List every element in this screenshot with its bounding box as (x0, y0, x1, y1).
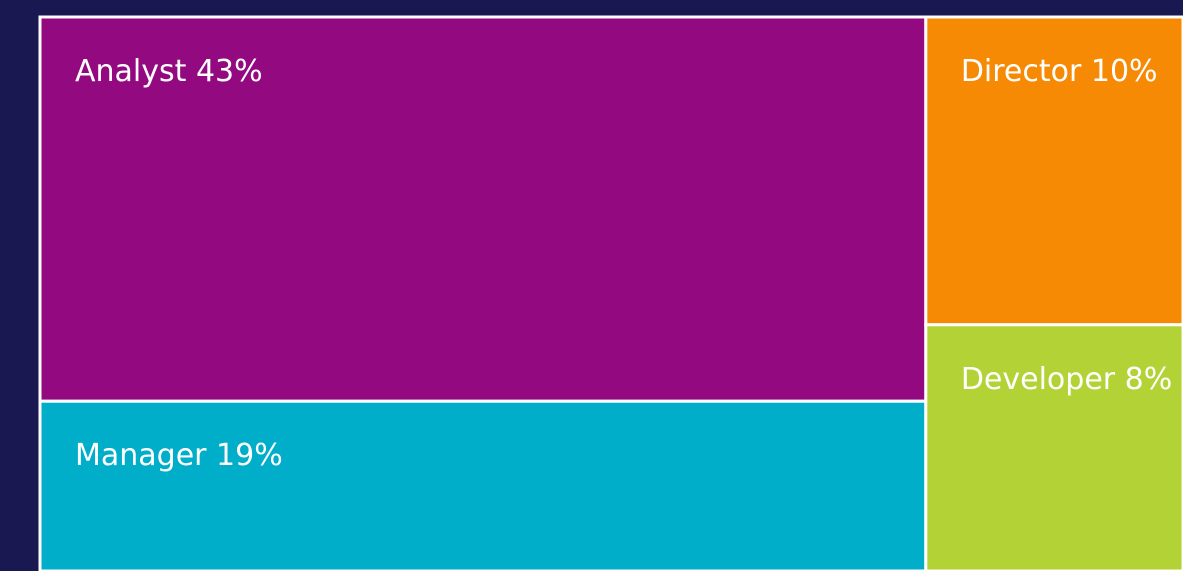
cell-value: 8% (1125, 362, 1173, 397)
cell-value: 43% (196, 54, 263, 89)
cell-category: Manager (75, 438, 207, 473)
cell-value: 10% (1091, 54, 1158, 89)
cell-category: Director (961, 54, 1082, 89)
cell-label: Developer 8% (961, 362, 1172, 397)
treemap-cell (38, 15, 928, 403)
cell-label: Director 10% (961, 54, 1158, 89)
treemap-cell (38, 399, 928, 571)
treemap-cell (924, 323, 1183, 571)
cell-category: Developer (961, 362, 1116, 397)
cell-category: Analyst (75, 54, 187, 89)
cell-label: Manager 19% (75, 438, 283, 473)
cell-label: Analyst 43% (75, 54, 263, 89)
treemap-cell (924, 15, 1183, 327)
cell-value: 19% (216, 438, 283, 473)
